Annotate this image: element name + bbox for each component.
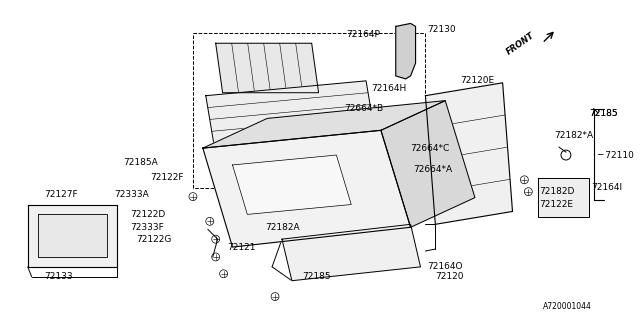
Text: 72122E: 72122E bbox=[540, 200, 573, 209]
Text: 72120: 72120 bbox=[435, 272, 464, 281]
Text: 72164I: 72164I bbox=[591, 183, 623, 192]
Text: 72182D: 72182D bbox=[540, 187, 575, 196]
Polygon shape bbox=[426, 83, 513, 224]
Text: 72122G: 72122G bbox=[136, 235, 172, 244]
Text: 72127F: 72127F bbox=[45, 190, 78, 199]
Text: 72121: 72121 bbox=[228, 243, 256, 252]
Text: 72185: 72185 bbox=[302, 272, 330, 281]
Polygon shape bbox=[232, 155, 351, 214]
Text: 72333A: 72333A bbox=[114, 190, 148, 199]
Polygon shape bbox=[203, 100, 445, 148]
Text: 72185: 72185 bbox=[589, 109, 618, 118]
Polygon shape bbox=[396, 23, 415, 79]
Polygon shape bbox=[381, 100, 475, 227]
Text: 72122D: 72122D bbox=[131, 210, 166, 219]
Polygon shape bbox=[538, 178, 589, 217]
Text: A720001044: A720001044 bbox=[543, 302, 591, 311]
Text: 72664*B: 72664*B bbox=[344, 104, 383, 113]
Text: 72664*C: 72664*C bbox=[411, 144, 450, 153]
Polygon shape bbox=[206, 81, 374, 143]
Text: FRONT: FRONT bbox=[504, 30, 536, 56]
Text: 72164H: 72164H bbox=[371, 84, 406, 93]
Text: 72130: 72130 bbox=[428, 25, 456, 34]
Text: 72185: 72185 bbox=[589, 109, 618, 118]
Text: 72164O: 72164O bbox=[428, 262, 463, 271]
Text: 72182A: 72182A bbox=[265, 223, 300, 232]
Text: 72664*A: 72664*A bbox=[413, 165, 452, 174]
Text: 72333F: 72333F bbox=[131, 223, 164, 232]
Polygon shape bbox=[282, 224, 420, 281]
Text: 72122F: 72122F bbox=[150, 173, 184, 182]
Text: 72185A: 72185A bbox=[124, 158, 159, 167]
Polygon shape bbox=[28, 204, 116, 267]
Polygon shape bbox=[216, 43, 319, 93]
Text: 72133: 72133 bbox=[45, 272, 73, 281]
Polygon shape bbox=[38, 214, 107, 257]
Text: 72120E: 72120E bbox=[460, 76, 494, 85]
Text: ─ 72110: ─ 72110 bbox=[596, 150, 634, 160]
Text: 72182*A: 72182*A bbox=[554, 131, 593, 140]
Text: 72164P: 72164P bbox=[346, 30, 380, 39]
Polygon shape bbox=[203, 130, 411, 247]
